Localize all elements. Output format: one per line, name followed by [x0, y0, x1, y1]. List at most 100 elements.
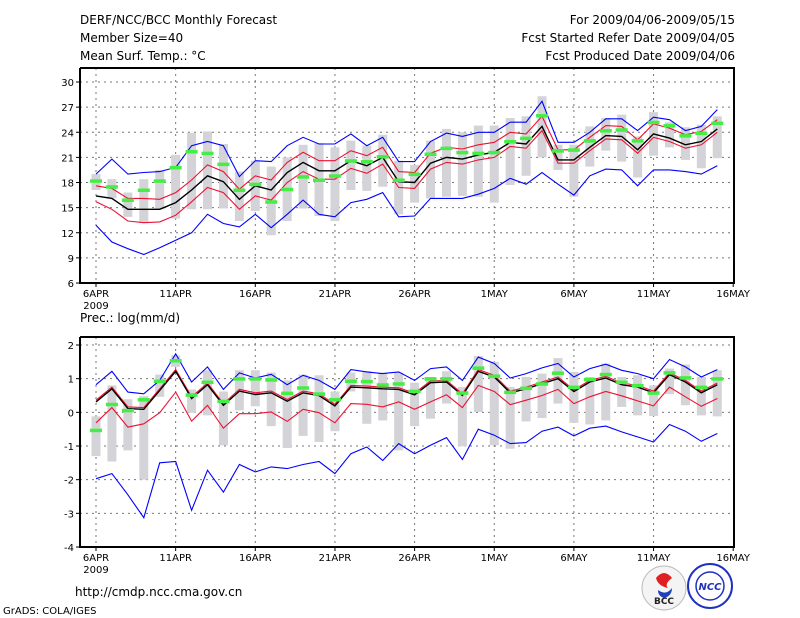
y-tick-label: 2 — [68, 341, 74, 352]
marker-point — [536, 382, 549, 386]
ensemble-range-bar — [712, 116, 722, 159]
series-mean-line — [95, 370, 718, 411]
y-tick-label: -4 — [64, 543, 74, 554]
ncc-logo: NCC — [687, 563, 733, 609]
forecast-produced-date: Fcst Produced Date 2009/04/06 — [545, 49, 735, 63]
ensemble-range-bar — [505, 118, 515, 186]
series-max-line — [95, 100, 718, 178]
ensemble-range-bar — [218, 391, 228, 446]
marker-point — [488, 374, 501, 378]
marker-point — [137, 188, 150, 193]
ensemble-range-bar — [378, 134, 388, 187]
y-tick-label: -1 — [64, 442, 74, 453]
marker-point — [313, 178, 326, 182]
ensemble-range-bar — [712, 370, 722, 417]
ensemble-range-bar — [123, 192, 133, 217]
ensemble-range-bar — [155, 169, 165, 210]
marker-point — [344, 159, 357, 163]
ensemble-range-bar — [282, 380, 292, 449]
bcc-logo-text: BCC — [654, 597, 674, 607]
marker-point — [297, 386, 310, 390]
marker-point — [328, 398, 341, 402]
ensemble-range-bar — [139, 179, 149, 223]
forecast-start-date: Fcst Started Refer Date 2009/04/05 — [521, 31, 735, 45]
x-year-label: 2009 — [83, 301, 108, 312]
ensemble-range-bar — [410, 164, 420, 203]
top-variable-label: Mean Surf. Temp.: °C — [80, 49, 206, 63]
marker-point — [360, 379, 373, 384]
ensemble-range-bar — [426, 376, 436, 419]
marker-point — [105, 402, 118, 407]
ensemble-range-bar — [585, 376, 595, 425]
ensemble-range-bar — [521, 116, 531, 176]
ensemble-range-bar — [633, 375, 643, 416]
series-mean-line — [95, 125, 718, 211]
series-lower-line — [95, 384, 718, 430]
ensemble-range-bar — [696, 124, 706, 169]
marker-point — [456, 150, 469, 155]
marker-point — [567, 385, 580, 390]
ensemble-range-bar — [410, 382, 420, 427]
ensemble-range-bar — [664, 122, 674, 148]
ensemble-range-bar — [171, 154, 181, 219]
ensemble-range-bar — [394, 372, 404, 451]
marker-point — [679, 134, 692, 138]
ensemble-range-bar — [441, 371, 451, 404]
marker-point — [169, 165, 182, 170]
y-tick-label: -3 — [64, 509, 74, 520]
marker-point — [392, 382, 405, 386]
ensemble-range-bar — [139, 396, 149, 480]
ensemble-range-bar — [617, 376, 627, 407]
x-tick-label: 6APR — [83, 553, 109, 564]
marker-point — [281, 391, 294, 396]
marker-point — [631, 383, 644, 388]
y-tick-label: 21 — [61, 153, 74, 164]
ensemble-range-bar — [187, 389, 197, 413]
bcc-logo: BCC — [641, 565, 687, 611]
marker-point — [217, 162, 230, 167]
marker-point — [440, 377, 453, 381]
marker-point — [153, 179, 166, 183]
ensemble-range-bar — [362, 371, 372, 424]
marker-point — [105, 185, 118, 189]
x-tick-label: 16APR — [239, 289, 272, 300]
ensemble-range-bar — [234, 171, 244, 222]
figure-title: DERF/NCC/BCC Monthly Forecast — [80, 13, 277, 27]
ensemble-range-bar — [617, 114, 627, 162]
marker-point — [647, 391, 660, 395]
marker-point — [567, 148, 580, 152]
ensemble-range-bar — [505, 387, 515, 449]
marker-point — [376, 155, 389, 159]
marker-point — [169, 358, 182, 363]
series-upper-line — [95, 368, 718, 409]
ensemble-range-bar — [362, 145, 372, 191]
marker-point — [313, 392, 326, 396]
marker-point — [472, 366, 485, 370]
marker-point — [536, 114, 549, 118]
marker-point — [583, 377, 596, 382]
marker-point — [281, 187, 294, 192]
marker-point — [297, 175, 310, 179]
marker-point — [121, 198, 134, 203]
marker-point — [265, 200, 278, 204]
footer-url: http://cmdp.ncc.cma.gov.cn — [75, 585, 242, 599]
marker-point — [551, 371, 564, 375]
y-tick-label: 18 — [61, 179, 74, 190]
y-tick-label: 12 — [61, 229, 74, 240]
ensemble-range-bar — [330, 391, 340, 432]
marker-point — [265, 378, 278, 382]
marker-point — [137, 398, 150, 402]
ensemble-range-bar — [553, 358, 563, 404]
ensemble-range-bar — [266, 372, 276, 427]
marker-point — [185, 150, 198, 154]
ensemble-range-bar — [234, 370, 244, 411]
marker-point — [599, 372, 612, 377]
ensemble-range-bar — [218, 143, 228, 209]
ensemble-range-bar — [489, 125, 499, 203]
marker-point — [201, 380, 214, 385]
marker-point — [551, 149, 564, 153]
marker-point — [520, 386, 533, 391]
marker-point — [504, 390, 517, 395]
x-tick-label: 11MAY — [637, 289, 671, 300]
